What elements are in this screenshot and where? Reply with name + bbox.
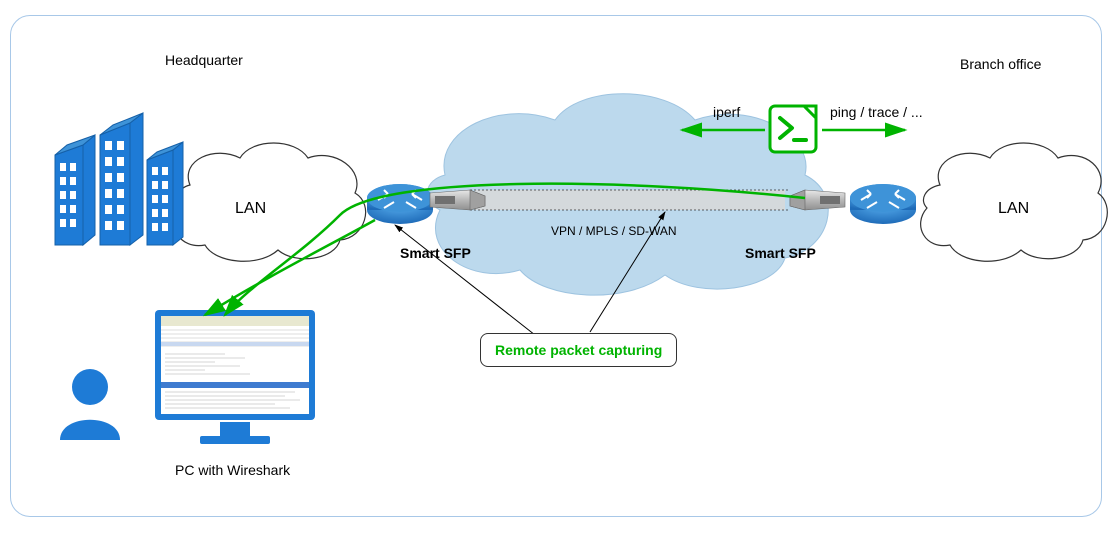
hq-label: Headquarter [165,52,243,68]
wan-label: VPN / MPLS / SD-WAN [551,224,677,238]
callout-box: Remote packet capturing [480,333,677,367]
lan-cloud-left [174,143,366,261]
sfp-right-label: Smart SFP [745,245,816,261]
user-icon [60,369,120,440]
diagram-canvas: Headquarter Branch office LAN LAN VPN / … [0,0,1110,537]
lan-right-label: LAN [998,200,1029,218]
pc-label: PC with Wireshark [175,462,290,478]
terminal-icon [770,106,816,152]
iperf-label: iperf [713,104,740,120]
sfp-left-icon [430,190,485,210]
pc-monitor-icon [155,310,315,444]
router-right [850,184,916,224]
ping-label: ping / trace / ... [830,104,923,120]
sfp-left-label: Smart SFP [400,245,471,261]
diagram-svg [0,0,1110,537]
branch-label: Branch office [960,56,1041,72]
sfp-right-icon [790,190,845,210]
hq-buildings-icon [55,113,183,245]
flow-router-left-to-pc [205,220,375,315]
lan-left-label: LAN [235,200,266,218]
callout-text: Remote packet capturing [495,342,662,358]
